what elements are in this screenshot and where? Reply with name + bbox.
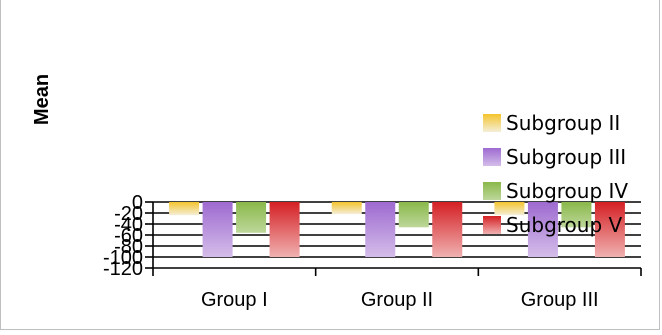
bar-subgroup-ii-group-ii	[331, 202, 362, 215]
legend-item: Subgroup II	[483, 108, 620, 138]
x-tick-label: Group I	[201, 289, 268, 311]
y-axis-label: Mean	[31, 73, 54, 126]
y-tick-label: -120	[103, 258, 143, 280]
bar-subgroup-iii-group-iii	[527, 202, 558, 257]
y-tick-label: -100	[103, 247, 143, 269]
legend-item: Subgroup V	[483, 210, 622, 240]
legend-label: Subgroup III	[506, 145, 627, 169]
legend-swatch	[483, 216, 501, 234]
legend-item: Subgroup III	[483, 142, 626, 172]
bar-subgroup-iv-group-iii	[561, 202, 592, 228]
y-tick-label: -40	[114, 214, 143, 236]
legend-swatch	[483, 182, 501, 200]
legend-label: Subgroup II	[506, 111, 621, 135]
legend-label: Subgroup V	[506, 213, 623, 237]
legend-item: Subgroup IV	[483, 176, 628, 206]
bar-subgroup-iii-group-ii	[365, 202, 396, 257]
bar-subgroup-iii-group-i	[202, 202, 233, 257]
bar-subgroup-v-group-iii	[594, 202, 625, 257]
x-tick-label: Group II	[361, 289, 433, 311]
y-tick-label: -60	[114, 225, 143, 247]
bar-subgroup-v-group-ii	[432, 202, 463, 257]
bar-subgroup-v-group-i	[269, 202, 300, 257]
bar-subgroup-ii-group-iii	[494, 202, 525, 216]
legend-swatch	[483, 114, 501, 132]
bar-subgroup-iv-group-i	[236, 202, 267, 233]
bar-subgroup-iv-group-ii	[398, 202, 429, 228]
legend-swatch	[483, 148, 501, 166]
y-tick-label: -80	[114, 236, 143, 258]
x-tick-label: Group III	[521, 289, 599, 311]
y-tick-label: -20	[114, 203, 143, 225]
legend-label: Subgroup IV	[506, 179, 629, 203]
y-tick-label: 0	[132, 192, 143, 214]
bar-subgroup-ii-group-i	[169, 202, 200, 216]
